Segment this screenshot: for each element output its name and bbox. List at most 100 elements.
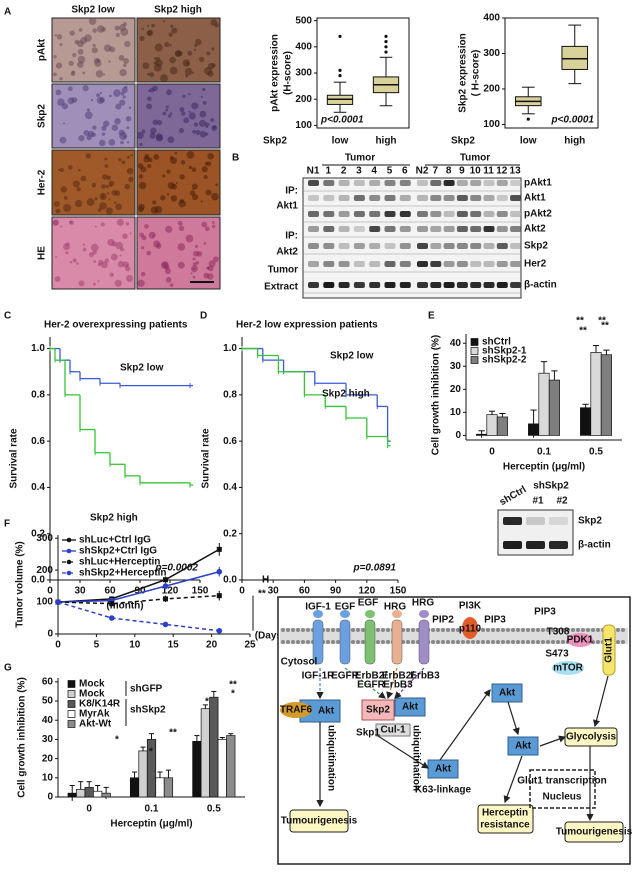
ihc-texture [177,261,185,269]
ihc-texture [137,206,144,213]
diagram-label: IGF-1R [302,671,336,682]
ihc-texture [206,51,211,56]
marker [108,615,115,621]
blot-band [526,541,545,549]
blot-band [308,226,319,232]
lipid [481,628,485,632]
blot-band [496,180,508,186]
ihc-texture [162,111,167,116]
ihc-texture [113,201,117,204]
ihc-texture [108,180,115,187]
lipid [406,640,410,644]
ihc-texture [111,189,118,196]
diagram-label: TRAF6 [280,705,313,716]
blot-band [338,226,350,232]
ihc-texture [92,282,96,286]
ihc-texture [153,240,161,248]
blot-band [456,226,468,232]
x-tick-label: 0 [239,586,245,597]
blot-band [443,195,455,201]
blot-band [323,261,335,267]
ihc-texture [207,70,214,77]
blot-band [470,243,482,249]
ihc-texture [153,154,160,160]
legend-swatch [470,356,479,364]
arrow [386,667,398,700]
ihc-texture [97,208,102,212]
bar [209,696,219,798]
ihc-texture [179,174,185,180]
blot-band [496,211,508,217]
lipid [566,628,570,632]
ihc-texture [192,188,195,191]
lipid [571,628,575,632]
diagram-label: EGFR [357,680,386,691]
ihc-texture [108,60,111,63]
x-tick-label: 0.1 [145,804,159,815]
ihc-texture [59,136,67,144]
ihc-texture [147,24,150,27]
ihc-texture [215,183,219,187]
legend-swatch [67,690,76,698]
ligand [313,610,323,618]
y-tick-label: 0 [47,629,53,640]
bar [67,792,77,798]
ihc-texture [196,251,203,257]
ihc-texture [67,86,73,92]
ihc-texture [83,129,90,136]
x-tick-label: 0 [55,640,61,651]
blot-band [399,180,411,186]
y-axis-label: Skp2 expression [458,33,469,112]
ihc-texture [72,52,77,58]
blot-band [417,211,428,217]
ihc-texture [194,244,198,249]
x-tick-label: 90 [330,586,342,597]
diagram-label: PIP3 [484,615,506,626]
blot-band [353,282,365,288]
ihc-texture [72,180,80,188]
blot-band [430,243,442,249]
blot-band [483,282,495,288]
blot-row-label: Her2 [524,259,547,270]
chart-title: Her-2 overexpressing patients [44,320,188,331]
ihc-texture [95,70,104,78]
ihc-texture [203,174,208,180]
lane-label: #2 [556,496,568,507]
ihc-texture [78,168,81,172]
blot-row-label: Akt2 [524,224,546,235]
blot-band [443,261,455,267]
ligand [340,610,350,618]
ihc-texture [164,42,170,48]
diagram-label: IGF-1 [305,602,331,613]
blot-band [323,282,335,288]
ihc-texture [175,181,178,185]
receptor [418,619,430,665]
lane-label: N1 [307,166,320,177]
lipid [441,628,445,632]
ihc-texture [165,105,169,109]
lipid [471,640,475,644]
lipid [376,640,380,644]
lipid [456,640,460,644]
ihc-texture [170,195,178,202]
bar [138,750,148,798]
annotation: p<0.0001 [550,115,594,126]
ihc-texture [82,247,87,252]
blot-band [503,541,522,549]
legend-label: shSkp2+Herceptin [79,568,167,579]
akt-node [491,683,523,703]
annotation: p=0.0002 [154,563,198,574]
lane-label: 5 [387,166,393,177]
diagram-label: Cytosol [281,657,318,668]
ihc-texture [121,160,126,165]
blot-band [470,226,482,232]
lipid [331,640,335,644]
ihc-texture [205,189,212,196]
ihc-texture [166,169,171,174]
panel-label: E [428,311,435,322]
x-axis-label: Skp2 [263,136,287,147]
bar [590,352,602,436]
ihc-texture [168,32,173,37]
lipid [621,628,625,632]
diagram-label: EGF [335,602,356,613]
